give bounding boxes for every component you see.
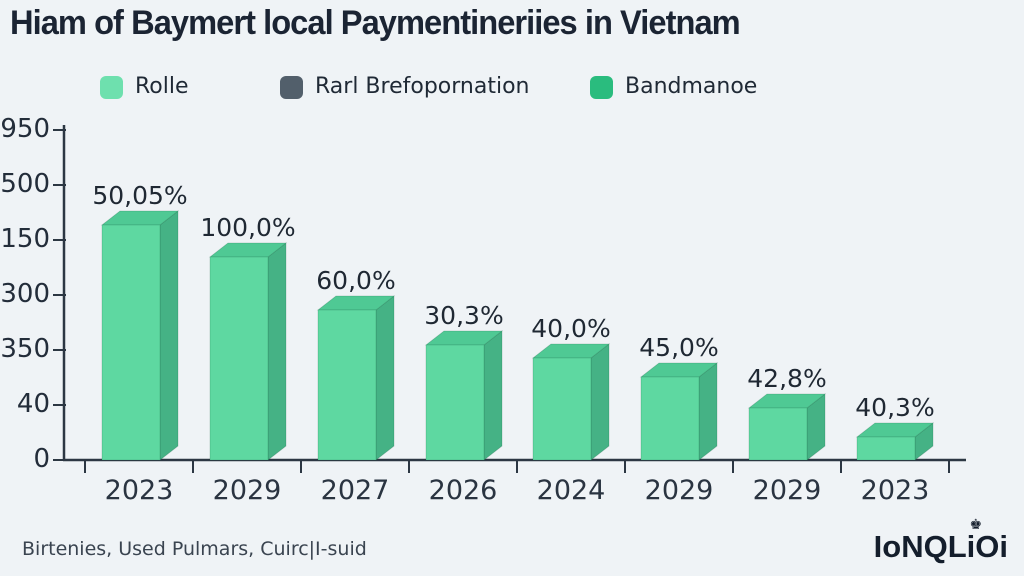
legend-label: Rarl Brefopornation [315, 74, 530, 99]
bar-face [375, 295, 395, 461]
bar-value-label: 100,0% [200, 213, 296, 242]
x-tick-label: 2027 [320, 475, 390, 506]
x-tick-label: 2029 [212, 475, 282, 506]
bar-value-label: 40,0% [531, 314, 611, 343]
y-tick-label: 950 [0, 114, 50, 144]
legend-swatch-slate [280, 75, 303, 99]
bar-face [532, 357, 592, 461]
legend: Rolle Rarl Brefopornation Bandmanoe [0, 72, 1024, 104]
bar-value-label: 50,05% [92, 181, 188, 210]
bar-face [425, 344, 485, 461]
page-title: Hiam of Baymert local Paymentineriies in… [10, 4, 741, 42]
bar-face [483, 330, 503, 461]
y-tick-label: 500 [0, 169, 50, 199]
bar-face [856, 436, 916, 461]
legend-item-bandmanoe: Bandmanoe [590, 72, 757, 102]
y-tick-label: 0 [33, 444, 50, 474]
bar-face [698, 362, 718, 461]
crown-icon: ♚ [969, 516, 982, 532]
bar-value-label: 40,3% [855, 393, 935, 422]
legend-swatch-mint [100, 75, 123, 99]
bar-value-label: 60,0% [316, 266, 396, 295]
x-tick-label: 2029 [644, 475, 714, 506]
y-tick-label: 150 [0, 224, 50, 254]
legend-label: Rolle [135, 74, 189, 99]
y-tick-label: 40 [16, 389, 50, 419]
legend-swatch-green [590, 75, 613, 99]
y-tick-label: 300 [0, 279, 50, 309]
legend-label: Bandmanoe [625, 74, 758, 99]
source-note: Birtenies, Used Pulmars, Cuirc|I-suid [22, 538, 367, 560]
bar-face [590, 343, 610, 461]
y-tick-label: 350 [0, 334, 50, 364]
x-tick-label: 2026 [428, 475, 498, 506]
brand-logo: IoNQLiOi ♚ [873, 516, 1008, 565]
bar-face [317, 309, 377, 461]
bar-value-label: 42,8% [747, 364, 827, 393]
x-tick-label: 2029 [752, 475, 822, 506]
bar-face [748, 407, 808, 461]
bar-value-label: 30,3% [424, 301, 504, 330]
brand-logo-text: IoNQLiOi [873, 529, 1008, 564]
x-tick-label: 2024 [536, 475, 606, 506]
bar-face [267, 242, 287, 461]
legend-item-rarl-brefopornation: Rarl Brefopornation [280, 72, 529, 102]
bar-value-label: 45,0% [639, 333, 719, 362]
bar-face [101, 224, 161, 461]
bar-face [159, 210, 179, 461]
bar-face [209, 256, 269, 461]
legend-item-rolle: Rolle [100, 72, 189, 102]
x-tick-label: 2023 [104, 475, 174, 506]
x-tick-label: 2023 [860, 475, 930, 506]
bar-face [640, 376, 700, 461]
